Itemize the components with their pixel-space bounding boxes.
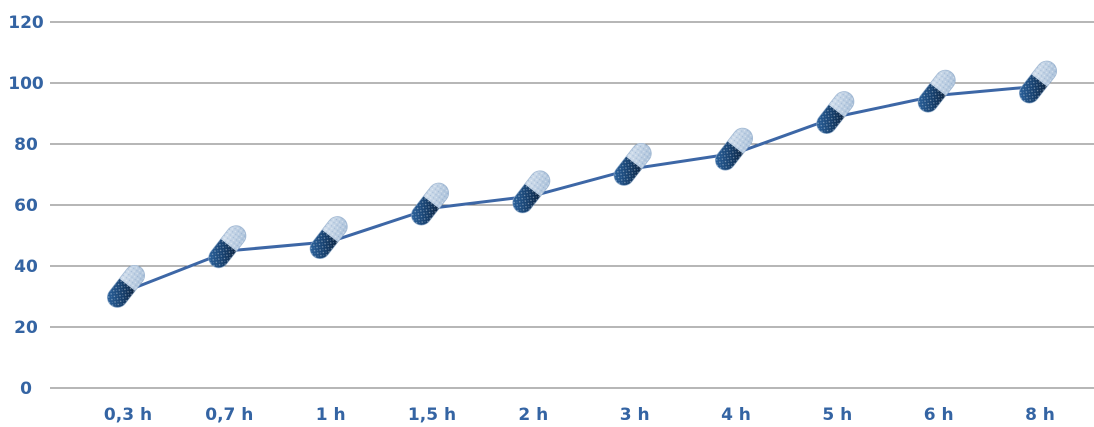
capsule-icon (609, 138, 656, 190)
x-tick-label: 3 h (620, 405, 650, 425)
x-tick-label: 5 h (822, 405, 852, 425)
y-axis-tick-labels: 0 20 40 60 80 100 120 (8, 13, 44, 399)
y-tick-label: 60 (14, 196, 38, 216)
capsule-icon (1014, 56, 1062, 108)
capsule-markers (102, 56, 1062, 312)
y-tick-label: 80 (14, 135, 38, 155)
y-tick-label: 20 (14, 318, 38, 338)
capsule-icon (204, 221, 251, 273)
capsule-icon (406, 178, 454, 230)
y-tick-label: 40 (14, 257, 38, 277)
series-line (126, 84, 1042, 292)
y-tick-label: 100 (8, 74, 44, 94)
x-tick-label: 1 h (316, 405, 346, 425)
x-tick-label: 0,7 h (205, 405, 253, 425)
x-tick-label: 1,5 h (408, 405, 456, 425)
y-tick-label: 0 (20, 379, 32, 399)
x-tick-label: 0,3 h (104, 405, 152, 425)
x-tick-label: 8 h (1025, 405, 1055, 425)
y-tick-label: 120 (8, 13, 44, 33)
x-tick-label: 6 h (924, 405, 954, 425)
x-tick-label: 4 h (721, 405, 751, 425)
x-axis-tick-labels: 0,3 h 0,7 h 1 h 1,5 h 2 h 3 h 4 h 5 h 6 h 8 h (104, 405, 1055, 425)
capsule-icon (913, 65, 960, 117)
x-tick-label: 2 h (518, 405, 548, 425)
